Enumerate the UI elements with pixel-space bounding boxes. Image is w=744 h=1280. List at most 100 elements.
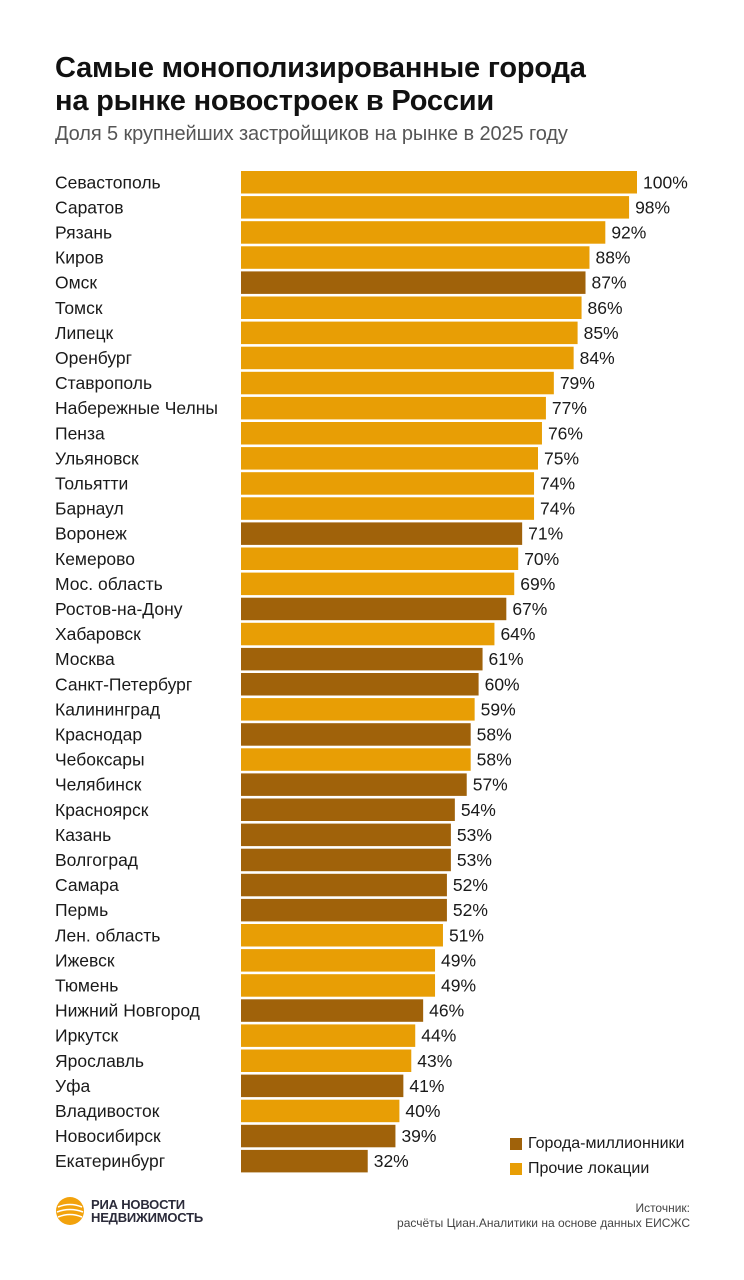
category-label: Нижний Новгород (55, 1001, 200, 1021)
ria-globe-icon (56, 1197, 84, 1225)
category-label: Липецк (55, 323, 113, 343)
chart-legend: Города-миллионники Прочие локации (510, 1131, 685, 1181)
category-label: Воронеж (55, 524, 127, 544)
value-label: 60% (485, 674, 520, 694)
bar-other (241, 924, 443, 947)
category-label: Омск (55, 273, 97, 293)
bar-millionaire (241, 1149, 368, 1173)
chart-title-line2: на рынке новостроек в России (55, 85, 495, 117)
bar-other (241, 422, 542, 445)
bar-millionaire (241, 522, 523, 545)
category-label: Севастополь (55, 172, 161, 192)
value-label: 53% (457, 825, 492, 845)
category-label: Пенза (55, 423, 105, 443)
bar-other (241, 698, 475, 721)
value-label: 86% (588, 298, 623, 318)
bar-other (241, 547, 519, 570)
value-label: 52% (453, 900, 488, 920)
bar-millionaire (241, 848, 451, 872)
value-label: 67% (512, 599, 547, 619)
bar-millionaire (241, 723, 471, 746)
value-label: 53% (457, 850, 492, 870)
category-label: Казань (55, 825, 111, 845)
value-label: 85% (584, 323, 619, 343)
value-label: 84% (580, 348, 615, 368)
bar-millionaire (241, 271, 586, 294)
value-label: 46% (429, 1001, 464, 1021)
source-text: расчёты Циан.Аналитики на основе данных … (397, 1216, 690, 1230)
value-label: 64% (500, 624, 535, 644)
ria-logo: РИА НОВОСТИ НЕДВИЖИМОСТЬ (55, 1196, 203, 1226)
legend-swatch-millionaire (510, 1137, 522, 1150)
value-label: 40% (405, 1101, 440, 1121)
legend-item-millionaire: Города-миллионники (510, 1131, 685, 1156)
bar-other (241, 1099, 400, 1123)
bar-millionaire (241, 798, 455, 821)
category-label: Киров (55, 248, 104, 268)
bar-millionaire (241, 1124, 396, 1148)
value-label: 79% (560, 373, 595, 393)
logo-line2: НЕДВИЖИМОСТЬ (91, 1210, 204, 1225)
value-label: 71% (528, 524, 563, 544)
value-label: 77% (552, 398, 587, 418)
category-label: Чебоксары (55, 750, 145, 770)
category-label: Иркутск (55, 1026, 118, 1046)
value-label: 74% (540, 499, 575, 519)
bar-millionaire (241, 999, 424, 1022)
bar-other (241, 949, 436, 972)
value-label: 39% (401, 1126, 436, 1146)
legend-label-other: Прочие локации (528, 1159, 650, 1177)
value-label: 75% (544, 448, 579, 468)
bar-millionaire (241, 647, 483, 671)
category-label: Калининград (55, 699, 160, 719)
value-label: 54% (461, 800, 496, 820)
bar-other (241, 1024, 416, 1047)
value-label: 58% (477, 750, 512, 770)
category-label: Красноярск (55, 800, 149, 820)
value-label: 44% (421, 1026, 456, 1046)
category-label: Оренбург (55, 348, 132, 368)
value-label: 32% (374, 1151, 409, 1171)
category-label: Екатеринбург (55, 1151, 165, 1171)
category-label: Санкт-Петербург (55, 674, 192, 694)
bar-other (241, 171, 637, 194)
bar-other (241, 371, 554, 395)
bar-millionaire (241, 597, 507, 621)
category-label: Пермь (55, 900, 108, 920)
bar-other (241, 1049, 412, 1072)
category-label: Хабаровск (55, 624, 141, 644)
value-label: 92% (611, 222, 646, 242)
category-label: Томск (55, 298, 103, 318)
category-label: Кемерово (55, 549, 135, 569)
category-label: Самара (55, 875, 119, 895)
value-label: 58% (477, 724, 512, 744)
bar-other (241, 296, 582, 319)
value-label: 98% (635, 197, 670, 217)
source-label: Источник: (635, 1201, 690, 1215)
value-label: 76% (548, 423, 583, 443)
logo-line1: РИА НОВОСТИ (91, 1197, 185, 1212)
category-label: Тюмень (55, 975, 118, 995)
source-note: Источник: расчёты Циан.Аналитики на осно… (397, 1201, 690, 1231)
bar-other (241, 622, 495, 646)
category-label: Ставрополь (55, 373, 152, 393)
bar-other (241, 396, 546, 420)
legend-label-millionaire: Города-миллионники (528, 1134, 685, 1152)
chart-subtitle: Доля 5 крупнейших застройщиков на рынке … (55, 123, 568, 145)
category-label: Москва (55, 649, 115, 669)
bar-millionaire (241, 673, 479, 696)
bar-other (241, 748, 471, 771)
value-label: 59% (481, 699, 516, 719)
bar-millionaire (241, 898, 447, 922)
bar-millionaire (241, 823, 451, 847)
value-label: 43% (417, 1051, 452, 1071)
category-label: Волгоград (55, 850, 138, 870)
category-label: Набережные Челны (55, 398, 218, 418)
bar-other (241, 246, 590, 269)
category-label: Челябинск (55, 775, 142, 795)
value-label: 49% (441, 975, 476, 995)
legend-item-other: Прочие локации (510, 1156, 685, 1181)
value-label: 49% (441, 950, 476, 970)
value-label: 57% (473, 775, 508, 795)
value-label: 51% (449, 925, 484, 945)
